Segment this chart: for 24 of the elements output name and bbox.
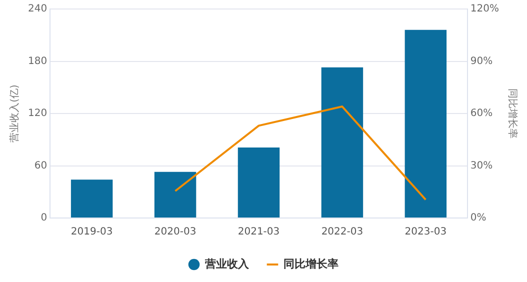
y-axis-title: 营业收入(亿) [8,84,21,142]
x-tick-label: 2022-03 [321,226,364,238]
x-tick-label: 2023-03 [404,226,447,238]
x-tick-label: 2020-03 [154,226,196,238]
legend-label: 营业收入 [204,257,250,270]
x-tick-label: 2021-03 [238,226,280,238]
y-tick-label: 120 [28,108,48,120]
y-tick-label: 180 [28,56,48,67]
x-tick-label: 2019-03 [70,226,113,238]
bar [404,30,447,218]
y-tick-label: 0 [40,212,48,224]
y2-tick-label: 30% [470,160,493,172]
y-tick-label: 60 [34,160,48,172]
legend-label: 同比增长率 [284,257,338,270]
y2-tick-label: 90% [470,56,493,67]
y-tick-label: 240 [28,4,48,15]
bar [154,172,196,218]
y2-tick-label: 120% [470,4,500,15]
y2-tick-label: 0% [470,212,486,224]
bar [238,147,280,218]
bar [321,67,364,218]
bar [70,180,113,218]
y2-axis-title: 同比增长率 [506,88,518,138]
y2-tick-label: 60% [470,108,493,120]
